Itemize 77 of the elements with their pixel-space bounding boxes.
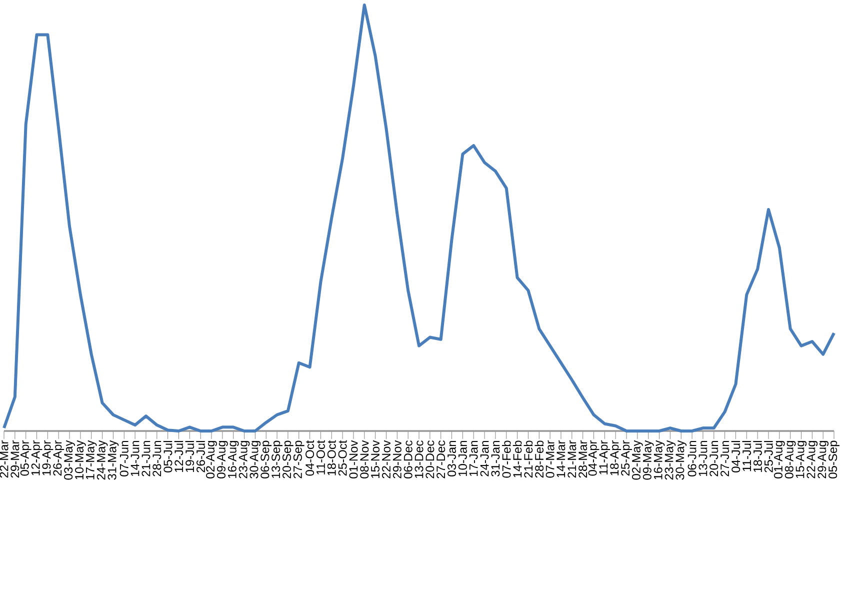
x-tick-label: 21-Mar — [568, 440, 576, 478]
x-tick-label: 13-Dec — [414, 440, 424, 478]
x-tick-label: 05-Jul — [163, 441, 172, 472]
x-tick-label: 11-Jul — [742, 441, 752, 472]
x-tick-label: 18-Oct — [327, 440, 336, 476]
x-tick-label: 06-Jun — [688, 440, 696, 476]
x-tick-label: 22-Aug — [806, 440, 818, 478]
x-tick-label: 17-Jan — [469, 440, 478, 476]
x-tick-label: 04-Oct — [306, 440, 314, 476]
x-tick-label: 13-Sep — [272, 440, 282, 478]
x-tick-label: 27-Jun — [720, 440, 730, 476]
x-tick-label: 14-Mar — [556, 440, 566, 478]
x-tick-label: 25-Apr — [621, 440, 632, 476]
x-tick-label: 30-Aug — [250, 440, 261, 478]
x-tick-label: 21-Feb — [524, 440, 533, 478]
x-tick-label: 05-Apr — [20, 440, 32, 476]
x-tick-label: 28-Jun — [152, 440, 162, 476]
x-tick-label: 17-May — [86, 440, 97, 480]
x-tick-label: 08-Nov — [360, 440, 369, 478]
x-tick-label: 24-May — [96, 440, 108, 480]
x-tick-label: 22-Mar — [0, 440, 8, 478]
x-tick-label: 07-Feb — [502, 440, 511, 478]
x-tick-label: 12-Jul — [174, 441, 184, 472]
x-tick-label: 25-Oct — [338, 440, 347, 476]
x-tick-label: 03-Jan — [448, 440, 456, 476]
x-tick-label: 06-Dec — [404, 440, 412, 478]
x-tick-label: 05-Sep — [828, 440, 840, 478]
x-tick-label: 09-Aug — [216, 440, 228, 478]
x-tick-label: 15-Nov — [371, 440, 380, 478]
x-tick-label: 19-Jul — [185, 441, 194, 472]
x-tick-label: 26-Jul — [196, 441, 205, 472]
x-tick-label: 07-Mar — [546, 440, 554, 478]
x-tick-label: 29-Mar — [10, 440, 20, 478]
x-tick-label: 28-Feb — [534, 440, 544, 478]
x-tick-label: 10-May — [75, 440, 86, 480]
x-tick-label: 24-Jan — [480, 440, 489, 476]
x-tick-label: 16-Aug — [228, 440, 239, 478]
x-tick-label: 29-Aug — [818, 440, 829, 478]
x-tick-label: 20-Dec — [426, 440, 434, 478]
x-tick-label: 23-May — [664, 440, 676, 480]
x-tick-label: 23-Aug — [238, 440, 250, 478]
x-tick-label: 06-Sep — [260, 440, 272, 478]
x-tick-label: 12-Apr — [31, 440, 42, 476]
x-tick-label: 01-Aug — [774, 440, 785, 478]
x-tick-label: 29-Nov — [392, 440, 402, 478]
x-tick-label: 22-Nov — [382, 440, 390, 478]
x-tick-label: 26-Apr — [53, 440, 64, 476]
x-tick-label: 31-Jan — [491, 440, 500, 476]
x-tick-label: 04-Jul — [731, 441, 740, 472]
x-tick-label: 27-Dec — [436, 440, 446, 478]
x-tick-label: 30-May — [676, 440, 687, 480]
x-tick-label: 10-Jan — [458, 440, 467, 476]
x-tick-label: 11-Apr — [599, 440, 610, 474]
x-tick-label: 20-Jun — [710, 440, 718, 476]
x-tick-label: 15-Aug — [796, 440, 807, 478]
x-tick-label: 16-May — [654, 440, 665, 480]
x-tick-label: 14-Jun — [130, 440, 140, 476]
x-tick-label: 03-May — [64, 440, 75, 480]
x-tick-label: 20-Sep — [282, 440, 294, 478]
x-tick-label: 27-Sep — [293, 440, 304, 478]
x-tick-label: 11-Oct — [316, 440, 325, 474]
x-tick-label: 08-Aug — [784, 440, 796, 478]
x-tick-label: 02-Aug — [206, 440, 217, 478]
x-tick-label: 28-Mar — [578, 440, 588, 478]
x-tick-label: 14-Feb — [512, 440, 522, 478]
x-tick-label: 18-Jul — [753, 441, 762, 472]
x-tick-label: 21-Jun — [142, 440, 150, 476]
x-tick-label: 09-May — [642, 440, 654, 480]
x-tick-label: 13-Jun — [698, 440, 708, 476]
x-tick-label: 01-Nov — [349, 440, 358, 478]
x-tick-label: 25-Jul — [764, 441, 773, 472]
x-tick-label: 19-Apr — [42, 440, 54, 476]
x-tick-label: 02-May — [632, 440, 643, 480]
x-tick-label: 07-Jun — [120, 440, 128, 476]
x-tick-label: 04-Apr — [588, 440, 600, 476]
x-tick-label: 18-Apr — [610, 440, 622, 476]
x-tick-label: 31-May — [108, 440, 119, 480]
